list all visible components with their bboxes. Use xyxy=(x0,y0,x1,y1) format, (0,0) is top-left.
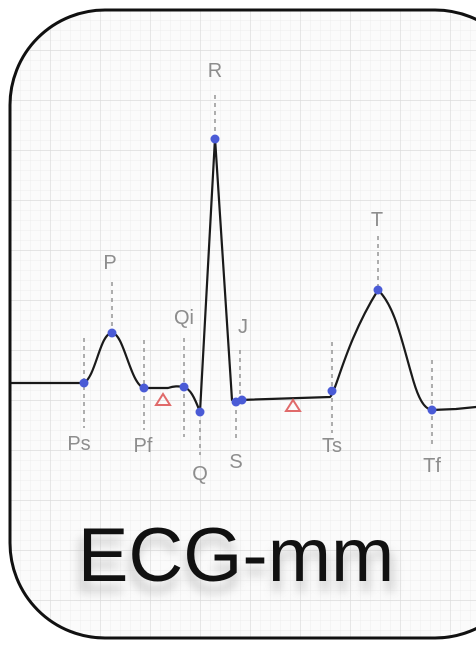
marker-q xyxy=(195,407,205,417)
label-s: S xyxy=(229,451,242,473)
label-ps: Ps xyxy=(67,433,90,455)
label-ts: Ts xyxy=(322,435,342,457)
wave-markers xyxy=(79,134,437,417)
label-tf: Tf xyxy=(423,455,441,477)
marker-ts xyxy=(327,386,337,396)
card-border xyxy=(8,8,476,640)
marker-qi xyxy=(179,382,189,392)
label-t: T xyxy=(371,209,383,231)
marker-r xyxy=(210,134,220,144)
ecg-grid xyxy=(10,10,476,638)
marker-t xyxy=(373,285,383,295)
wave-labels: R P T Qi J Ps Pf Q S Ts Tf xyxy=(67,60,441,485)
marker-j xyxy=(237,395,247,405)
marker-tf xyxy=(427,405,437,415)
app-title: ECG-mm xyxy=(78,513,395,598)
label-pf: Pf xyxy=(134,435,153,457)
triangle-outline-icon xyxy=(284,398,302,412)
marker-p xyxy=(107,328,117,338)
label-q: Q xyxy=(192,463,208,485)
label-j: J xyxy=(238,316,248,338)
label-p: P xyxy=(103,252,116,274)
marker-pf xyxy=(139,383,149,393)
label-qi: Qi xyxy=(174,307,194,329)
marker-ps xyxy=(79,378,89,388)
title-shadow: ECG-mm xyxy=(74,521,399,609)
triangle-outline-icon xyxy=(154,392,172,406)
label-r: R xyxy=(208,60,222,82)
ecg-card: R P T Qi J Ps Pf Q S Ts Tf ECG-mm ECG-mm xyxy=(10,10,476,638)
